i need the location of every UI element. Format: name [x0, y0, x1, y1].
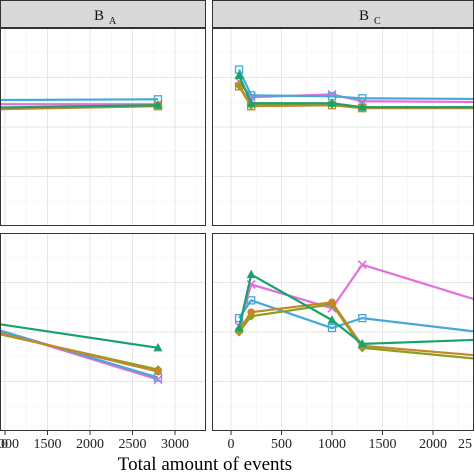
data-point-green: [246, 269, 256, 279]
data-point-green: [153, 100, 163, 109]
series-line-blue: [238, 69, 473, 101]
data-point-green: [357, 102, 367, 111]
series-layer: [234, 65, 473, 113]
facet-bottom-left: [0, 233, 206, 431]
series-line-magenta: [1, 103, 158, 106]
facet-strip-sublabel: A: [109, 16, 117, 27]
facet-strip-label: B: [94, 8, 104, 24]
facet-strip-sublabel: C: [374, 16, 381, 27]
data-point-green: [234, 323, 244, 332]
data-point-magenta: [357, 260, 367, 270]
series-layer: [1, 95, 163, 111]
data-point-green: [234, 70, 244, 80]
grid-lines: [1, 234, 205, 430]
x-tick-label: 1000: [318, 437, 346, 452]
x-tick-label: 2000: [419, 437, 447, 452]
data-point-green: [153, 342, 163, 352]
data-point-blue: [358, 94, 367, 103]
x-tick-label: 1000: [0, 437, 19, 452]
data-point-blue: [327, 323, 337, 333]
series-line-blue: [1, 329, 159, 379]
data-point-green: [357, 338, 367, 348]
data-point-green: [327, 98, 337, 107]
data-point-orange: [234, 82, 244, 91]
data-point-orange: [154, 367, 162, 376]
x-tick-label: 1500: [34, 437, 62, 452]
data-point-green: [327, 315, 337, 324]
facet-strip: [212, 0, 474, 28]
x-tick-label: 2000: [76, 437, 104, 452]
series-layer: [234, 260, 473, 360]
series-layer: [1, 323, 163, 385]
series-line-blue: [1, 98, 159, 102]
x-tick-label: 500: [271, 437, 292, 452]
facet-strip: [0, 0, 206, 28]
data-point-green: [246, 98, 256, 107]
grid-lines: [1, 29, 205, 225]
series-line-orange: [1, 332, 159, 373]
data-point-blue: [358, 313, 367, 323]
x-axis-layer: 010001500200025003000050010001500200025: [0, 431, 472, 452]
series-line-green: [1, 323, 159, 349]
x-tick-label: 1500: [369, 437, 397, 452]
series-line-magenta: [1, 330, 159, 381]
x-tick-label: 3000: [161, 437, 189, 452]
series-line-blue: [238, 299, 473, 333]
x-tick-label: 2500: [119, 437, 147, 452]
x-axis-title: Total amount of events: [118, 454, 292, 474]
data-point-orange: [247, 308, 255, 317]
grid-lines: [213, 234, 473, 430]
data-point-blue: [234, 313, 244, 323]
facet-bottom-right: [212, 233, 474, 431]
x-tick-label: 25: [458, 437, 472, 452]
series-line-orange: [1, 105, 159, 111]
grid-lines: [213, 29, 473, 225]
facet-strip-label: B: [359, 8, 369, 24]
x-tick-label: 0: [1, 437, 8, 452]
series-line-green: [1, 104, 159, 109]
data-point-blue: [247, 296, 256, 305]
data-point-orange: [328, 298, 336, 307]
x-tick-label: 0: [228, 437, 235, 452]
